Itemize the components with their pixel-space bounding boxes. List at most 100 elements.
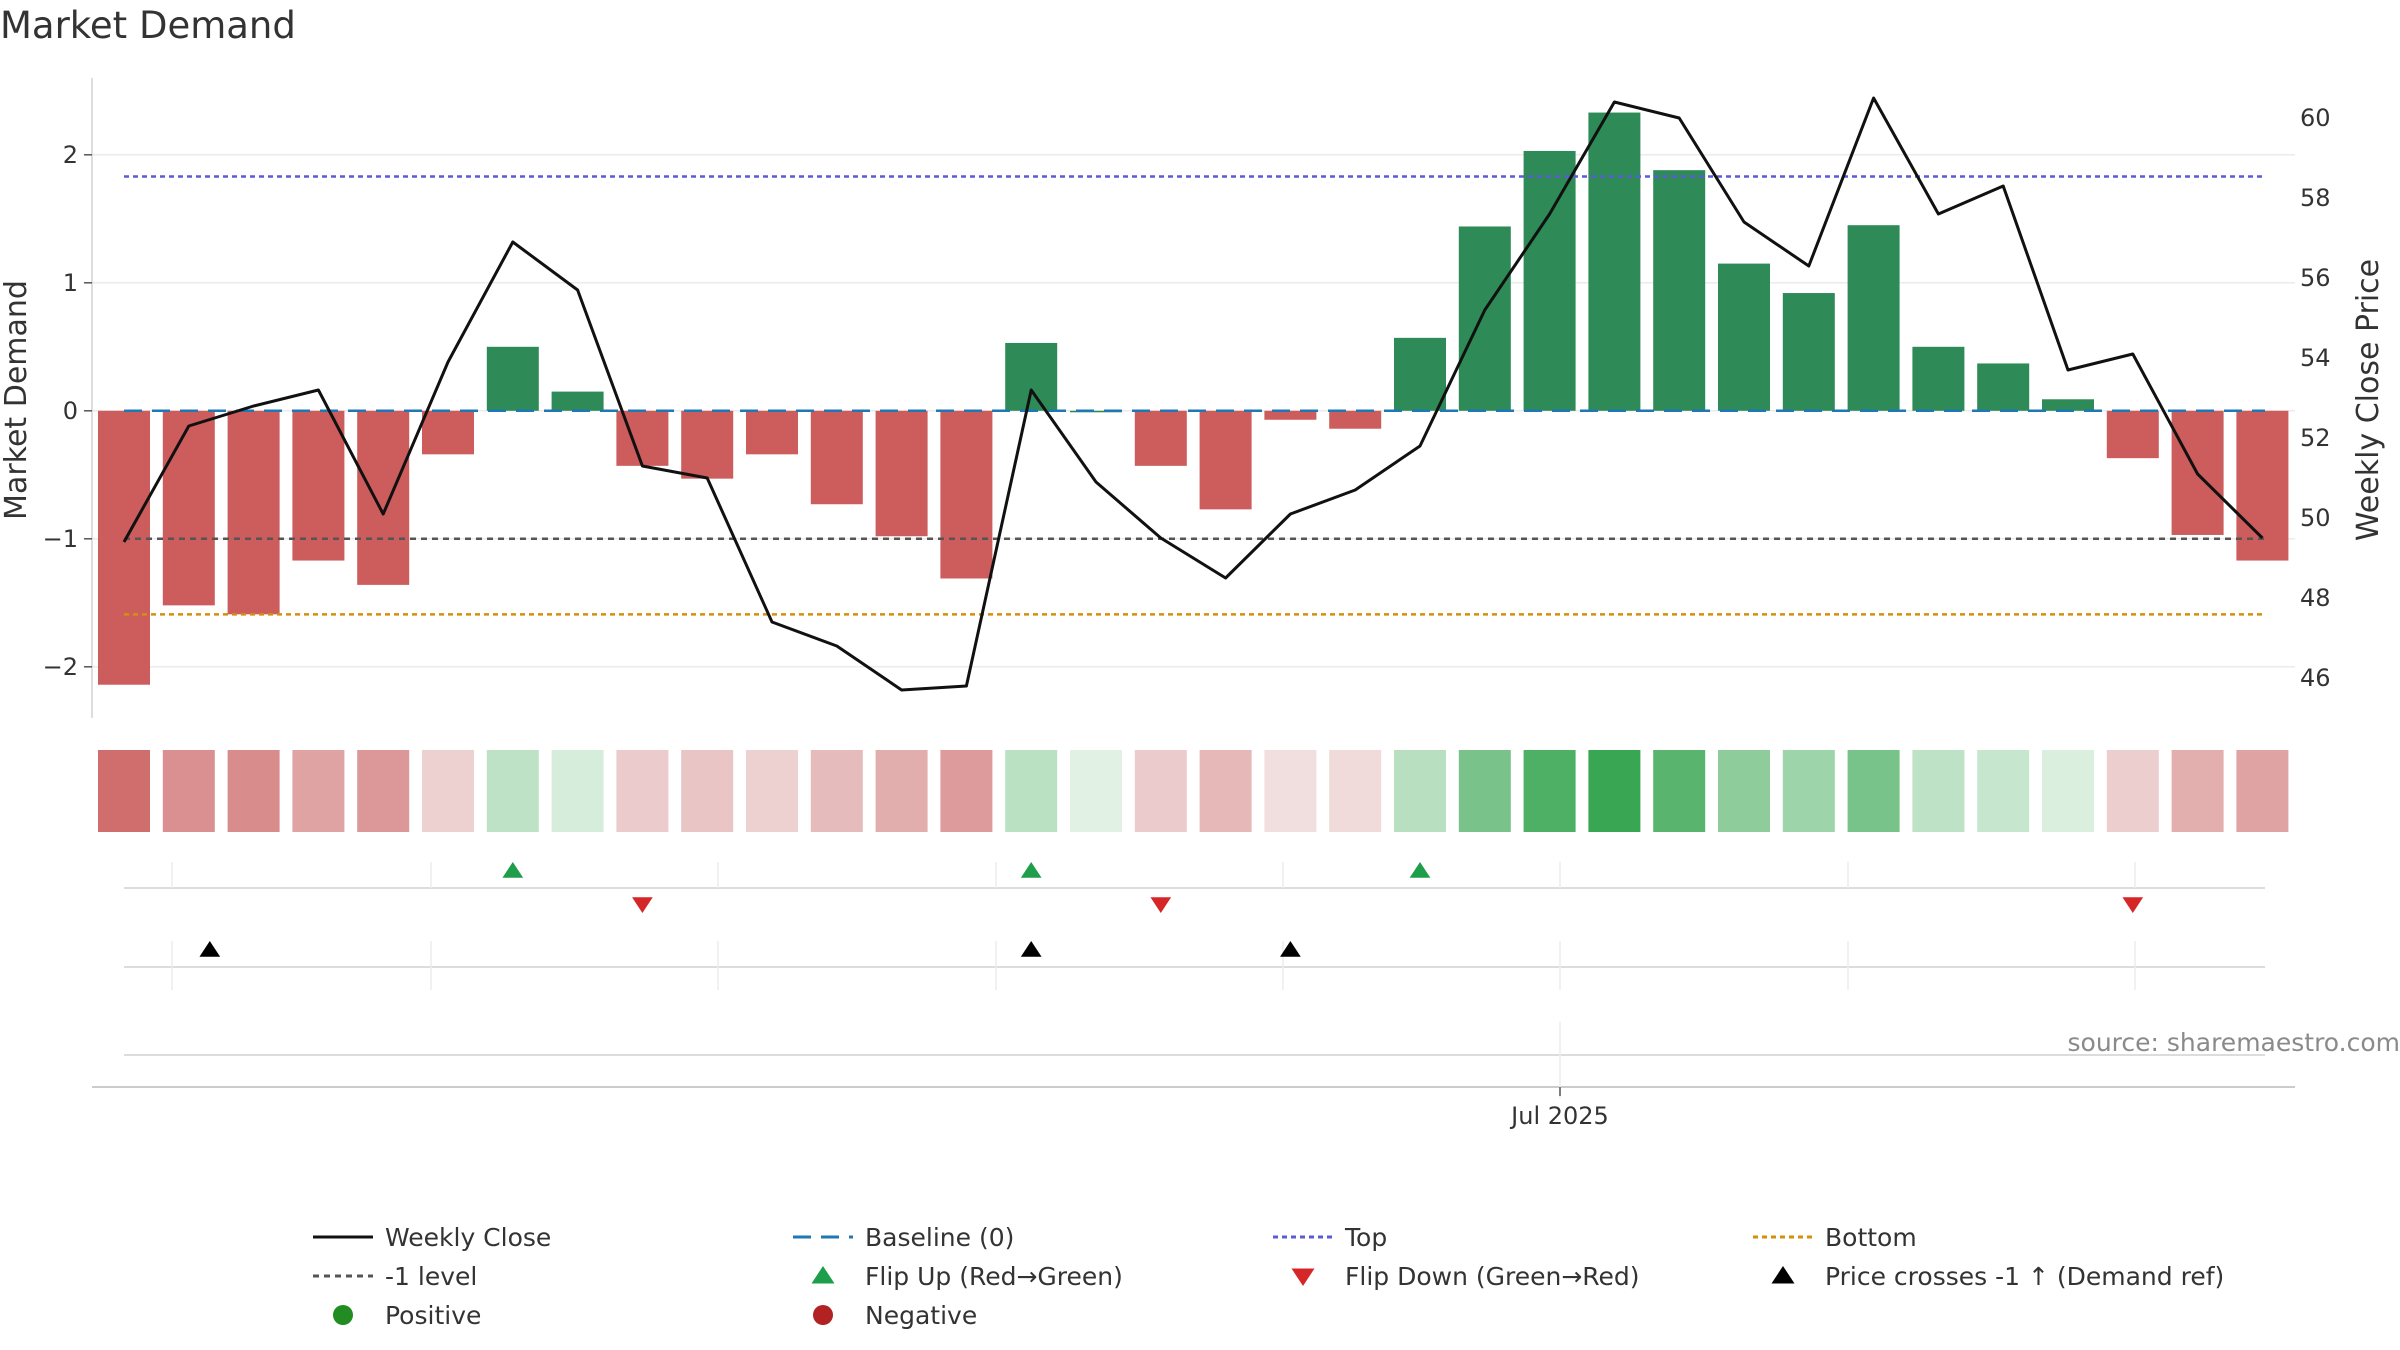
weekly-close-path (122, 96, 2264, 692)
legend-label: Flip Up (Red→Green) (865, 1262, 1123, 1291)
heat-cell (616, 750, 669, 832)
y2-tick-label: 50 (2300, 504, 2331, 532)
demand-bar (1847, 225, 1900, 411)
y-tick-label: 1 (63, 269, 78, 297)
demand-bar (227, 410, 280, 615)
legend-bottom: Bottom (1753, 1223, 1917, 1252)
heat-cell (162, 750, 215, 832)
x-ticks: Jul 2025 (1509, 1087, 1609, 1130)
heat-cell (422, 750, 474, 832)
demand-bar (1912, 346, 1965, 411)
legend-minus-one: -1 level (313, 1262, 477, 1291)
legend-negative: Negative (813, 1301, 977, 1330)
y2-tick-label: 54 (2300, 344, 2331, 372)
heat-cell (1912, 750, 1965, 832)
demand-bar (1653, 170, 1706, 411)
demand-bar (551, 391, 604, 411)
weekly-close-line (122, 96, 2264, 692)
left-y-ticks: −2 −1 0 1 2 (43, 141, 92, 681)
legend-baseline: Baseline (0) (793, 1223, 1014, 1252)
demand-bar (1588, 112, 1641, 411)
y-tick-label: 0 (63, 397, 78, 425)
legend-label: Bottom (1825, 1223, 1917, 1252)
heat-cell (1264, 750, 1317, 832)
heat-cell (1523, 750, 1576, 832)
heat-cell (1005, 750, 1058, 832)
y2-tick-label: 52 (2300, 424, 2331, 452)
price-cross-marker (1280, 941, 1301, 957)
demand-bar (1523, 150, 1576, 411)
flip-up-marker (1409, 862, 1431, 878)
heat-cell (940, 750, 993, 832)
legend-label: -1 level (385, 1262, 477, 1291)
y-tick-label: −1 (43, 525, 78, 553)
demand-bar (98, 410, 150, 685)
legend-weekly-close: Weekly Close (313, 1223, 551, 1252)
demand-bar (2042, 399, 2094, 411)
heat-cell (486, 750, 539, 832)
y2-tick-label: 58 (2300, 184, 2331, 212)
heat-cell (1653, 750, 1706, 832)
demand-bar (1394, 337, 1446, 411)
demand-bar (810, 410, 863, 505)
heat-cell (292, 750, 345, 832)
heat-cell (1588, 750, 1641, 832)
heat-cell (1070, 750, 1122, 832)
heat-cell (1394, 750, 1446, 832)
legend-swatch (333, 1305, 353, 1325)
legend-swatch (811, 1266, 835, 1284)
demand-bar (422, 410, 474, 455)
reference-lines (124, 175, 2265, 616)
heat-cell (875, 750, 928, 832)
demand-bar (1005, 342, 1058, 411)
legend-label: Baseline (0) (865, 1223, 1014, 1252)
heat-cell (1718, 750, 1770, 832)
heat-cell (551, 750, 604, 832)
demand-bar (1329, 410, 1382, 429)
legend-label: Negative (865, 1301, 977, 1330)
legend-price-cross: Price crosses -1 ↑ (Demand ref) (1771, 1262, 2224, 1291)
legend: Weekly Close Baseline (0) Top Bottom -1 leve… (313, 1223, 2224, 1330)
y2-axis-label: Weekly Close Price (2351, 259, 2386, 541)
heat-cell (746, 750, 798, 832)
flip-down-marker (1150, 897, 1172, 913)
legend-label: Flip Down (Green→Red) (1345, 1262, 1640, 1291)
heat-cell (98, 750, 150, 832)
y2-tick-label: 56 (2300, 264, 2331, 292)
legend-swatch (1771, 1266, 1795, 1284)
legend-label: Price crosses -1 ↑ (Demand ref) (1825, 1262, 2224, 1291)
demand-bar (1458, 226, 1511, 411)
heat-cell (2236, 750, 2289, 832)
heat-cell (2171, 750, 2224, 832)
legend-swatch (813, 1305, 833, 1325)
demand-bar (162, 410, 215, 606)
source-note: source: sharemaestro.com (2068, 1028, 2400, 1057)
flip-up-marker (1020, 862, 1042, 878)
flip-markers (502, 862, 2144, 913)
heat-cell (810, 750, 863, 832)
right-y-ticks: 46 48 50 52 54 56 58 60 (2300, 104, 2331, 692)
price-cross-marker (199, 941, 221, 957)
y-tick-label: 2 (63, 141, 78, 169)
demand-bar (1264, 410, 1317, 420)
legend-label: Top (1344, 1223, 1387, 1252)
x-tick-label: Jul 2025 (1509, 1102, 1609, 1130)
demand-bar (681, 410, 734, 479)
heat-cell (227, 750, 280, 832)
heat-cell (1329, 750, 1382, 832)
heat-cell (1458, 750, 1511, 832)
heat-cell (1977, 750, 2030, 832)
demand-bar (2236, 410, 2289, 561)
demand-bar (746, 410, 798, 455)
demand-bar (1977, 363, 2030, 411)
y2-tick-label: 46 (2300, 664, 2331, 692)
flip-up-marker (502, 862, 524, 878)
heat-cell (2106, 750, 2159, 832)
demand-bar (292, 410, 345, 561)
heat-cell (1199, 750, 1252, 832)
legend-swatch (1291, 1268, 1315, 1286)
demand-bar (1134, 410, 1187, 466)
demand-bar (357, 410, 410, 585)
demand-bar (1199, 410, 1252, 510)
